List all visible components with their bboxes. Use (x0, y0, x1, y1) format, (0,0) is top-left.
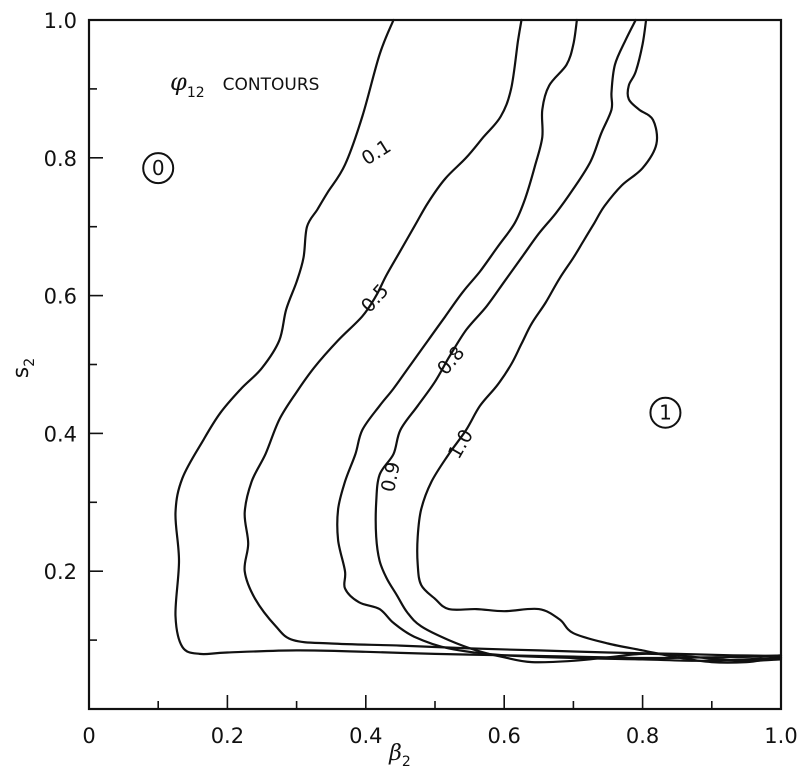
x-axis-subscript: 2 (402, 754, 411, 770)
x-tick-label-0-8: 0.8 (626, 724, 659, 748)
x-tick-label-0-6: 0.6 (487, 724, 520, 748)
title-text: CONTOURS (223, 75, 320, 95)
chart-title: φ12 CONTOURS (170, 68, 319, 101)
contour-line-1-0 (416, 18, 783, 664)
y-axis-title-group: s2 (9, 358, 38, 378)
y-tick-label-0-6: 0.6 (44, 285, 77, 309)
x-tick-label-0-4: 0.4 (349, 724, 382, 748)
region-circle-0 (142, 152, 175, 185)
region-markers-group: 01 (142, 152, 682, 429)
x-tick-label-0: 0 (82, 724, 95, 748)
x-tick-label-1-0: 1.0 (764, 724, 797, 748)
y-axis-symbol: s (9, 367, 34, 378)
region-label-0: 0 (152, 156, 165, 180)
title-subscript: 12 (187, 85, 205, 101)
contour-line-0-9 (374, 18, 783, 664)
contour-lines-group (174, 18, 783, 664)
title-symbol: φ (170, 68, 187, 96)
region-label-1: 1 (659, 401, 672, 425)
y-axis-subscript: 2 (22, 358, 38, 367)
axis-ticks-group (88, 19, 782, 709)
x-axis-symbol: β (388, 741, 402, 766)
y-tick-label-0-2: 0.2 (44, 560, 77, 584)
x-axis-title: β2 (388, 741, 411, 770)
tick-labels-group: 0 0.2 0.4 0.6 0.8 1.0 0.2 0.4 0.6 0.8 1.0 (44, 9, 798, 748)
contour-line-0-8 (336, 18, 783, 662)
region-circle-1 (649, 396, 682, 429)
y-tick-label-0-8: 0.8 (44, 147, 77, 171)
x-tick-label-0-2: 0.2 (211, 724, 244, 748)
y-tick-label-1-0: 1.0 (44, 9, 77, 33)
y-axis-title: s2 (9, 358, 38, 378)
y-tick-label-0-4: 0.4 (44, 422, 77, 446)
